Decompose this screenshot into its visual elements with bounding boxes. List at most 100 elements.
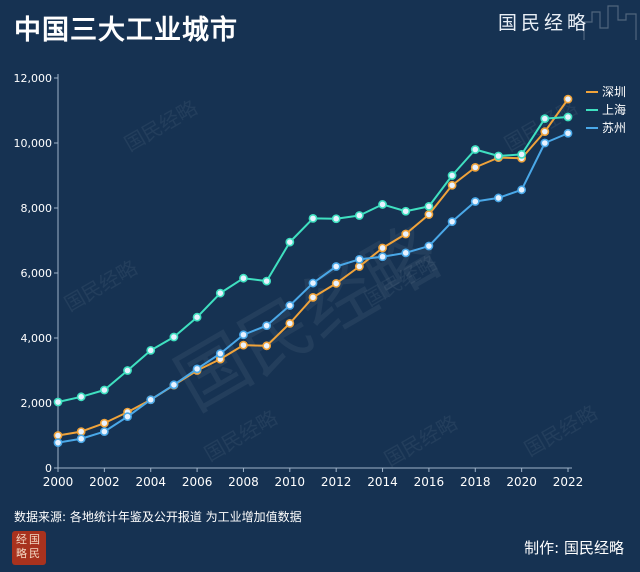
data-point [447,180,457,190]
data-point [169,380,179,390]
data-point [354,211,364,220]
data-point [540,114,550,124]
y-tick-label: 0 [45,462,52,475]
chart-axes: 0 2,000 4,000 6,000 8,000 10,000 12,000 2000 200… [14,72,584,489]
data-point [285,318,295,328]
data-point [192,364,202,374]
data-point [470,145,480,154]
data-point [494,151,503,161]
data-point [215,288,225,298]
data-point [354,262,364,271]
data-point [146,345,156,355]
series-深圳 [53,94,573,440]
data-point [308,292,318,302]
seal-text: 经国略民 [16,533,42,560]
data-point [239,273,248,283]
data-point [239,340,248,350]
data-point [470,162,480,172]
data-point [378,200,387,209]
data-point [53,438,63,448]
data-point [517,185,527,195]
data-point [53,397,63,407]
data-point [285,301,295,310]
x-tick-label: 2008 [228,475,259,489]
data-point [401,248,411,258]
data-point [331,214,341,224]
series-line [57,132,569,444]
data-point [331,278,341,288]
data-point [494,193,503,203]
data-point [76,427,86,436]
data-point [308,278,318,288]
x-tick-label: 2020 [506,475,537,489]
data-point [123,412,132,422]
data-point [563,94,573,104]
x-tick-label: 2004 [135,475,166,489]
y-tick-label: 6,000 [21,267,53,280]
data-point [76,392,86,402]
legend-label: 上海 [602,102,626,117]
data-point [99,385,109,395]
data-point [424,210,434,219]
data-point [401,229,411,239]
data-point [424,241,434,251]
data-point [517,149,527,159]
data-point [285,237,295,247]
x-tick-label: 2022 [553,475,584,489]
x-tick-label: 2012 [321,475,352,489]
data-point [308,213,318,223]
credit-text: 制作: 国民经略 [524,539,624,557]
series-上海 [53,112,573,407]
brand-seal-logo: 经国略民 [12,531,46,565]
x-tick-label: 2010 [275,475,306,489]
line-chart: 0 2,000 4,000 6,000 8,000 10,000 12,000 2000 200… [14,72,627,489]
data-point [424,201,434,211]
data-point [378,252,387,262]
data-point [192,312,202,322]
data-point [99,427,109,436]
data-point [239,330,248,340]
y-tick-label: 4,000 [21,332,53,345]
data-point [378,243,387,253]
data-point [262,341,272,351]
data-point [540,127,550,137]
y-tick-label: 2,000 [21,397,53,410]
skyline-icon [583,5,637,40]
x-tick-label: 2006 [182,475,213,489]
data-point [99,418,109,428]
y-tick-label: 8,000 [21,202,53,215]
x-tick-label: 2016 [414,475,445,489]
legend-label: 深圳 [602,85,626,99]
data-point [447,171,457,180]
y-tick-label: 12,000 [14,72,53,85]
y-tick-label: 10,000 [14,137,53,150]
data-point [563,128,573,138]
data-point [123,366,132,375]
series-苏州 [53,128,573,448]
data-source-note: 数据来源: 各地统计年鉴及公开报道 为工业增加值数据 [14,510,302,524]
chart-title: 中国三大工业城市 [14,15,238,46]
data-point [262,321,272,331]
legend-label: 苏州 [602,121,626,135]
data-point [540,138,550,148]
brand-logo: 国民经略 [498,12,591,34]
data-point [331,262,341,271]
x-tick-label: 2018 [460,475,491,489]
data-point [470,197,480,206]
data-point [169,332,179,342]
data-point [563,112,573,122]
data-point [76,434,86,444]
data-point [447,217,457,227]
x-tick-label: 2000 [43,475,74,489]
x-tick-label: 2002 [89,475,120,489]
series-line [57,98,569,437]
data-point [262,276,272,286]
data-point [215,349,225,358]
x-tick-label: 2014 [367,475,398,489]
data-point [354,254,364,264]
data-point [146,395,156,405]
data-point [53,431,63,440]
chart-series [53,94,573,448]
data-point [401,206,411,216]
